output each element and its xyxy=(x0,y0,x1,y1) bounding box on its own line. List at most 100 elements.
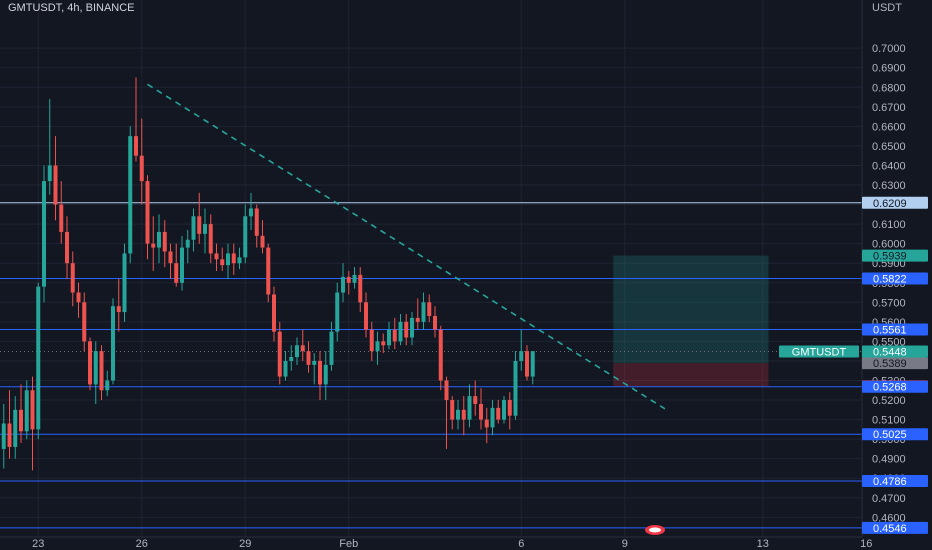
candle-body xyxy=(197,216,202,234)
candle-body xyxy=(231,253,236,264)
candle-body xyxy=(479,403,483,420)
candle-body xyxy=(450,400,455,420)
last-price-label-background xyxy=(862,345,928,358)
candle-body xyxy=(70,263,75,293)
time-tick-label: Feb xyxy=(339,538,358,550)
candle-body xyxy=(13,409,18,447)
event-marker-icon-inner xyxy=(649,527,661,533)
level-price-label-background xyxy=(862,380,928,393)
candle-body xyxy=(151,243,156,248)
last-price-symbol: GMTUSDT xyxy=(792,347,847,359)
candle-body xyxy=(105,380,110,391)
candle-body xyxy=(427,302,432,316)
price-tick-label: 0.6700 xyxy=(872,102,906,114)
last-price-label: 0.5448 xyxy=(873,347,907,359)
candle-body xyxy=(145,181,150,244)
candle-body xyxy=(243,216,248,258)
price-tick-label: 0.5700 xyxy=(872,297,906,309)
level-price-label: 0.4786 xyxy=(873,476,907,488)
candle-body xyxy=(421,302,426,322)
price-tick-label: 0.6900 xyxy=(872,63,906,75)
price-tick-label: 0.7000 xyxy=(872,43,906,55)
level-price-label: 0.4546 xyxy=(873,523,907,535)
level-price-label: 0.6209 xyxy=(873,198,907,210)
candle-body xyxy=(59,204,64,232)
price-tick-label: 0.6500 xyxy=(872,141,906,153)
candle-body xyxy=(283,360,288,377)
candle-body xyxy=(7,423,12,447)
candle-body xyxy=(122,253,127,313)
price-tick-label: 0.5200 xyxy=(872,395,906,407)
level-price-label-background xyxy=(862,323,928,336)
candle-body xyxy=(323,364,328,385)
price-axis-unit: USDT xyxy=(872,2,902,14)
candle-body xyxy=(473,396,478,404)
candle-body xyxy=(174,263,179,283)
candle-body xyxy=(306,351,311,365)
candle-body xyxy=(42,181,46,287)
price-tick-label: 0.4700 xyxy=(872,493,906,505)
level-price-label: 0.5561 xyxy=(873,324,907,336)
candle-body xyxy=(392,329,397,342)
trendline xyxy=(147,83,666,410)
candle-body xyxy=(346,276,351,283)
candle-body xyxy=(19,409,23,432)
time-tick-label: 9 xyxy=(622,538,628,550)
candle-body xyxy=(312,360,317,365)
candle-body xyxy=(134,136,138,156)
candle-body xyxy=(82,302,87,342)
price-tick-label: 0.6300 xyxy=(872,180,906,192)
position-profit-zone xyxy=(613,255,769,364)
candle-body xyxy=(461,409,466,420)
level-price-label-background xyxy=(862,196,928,209)
time-tick-label: 13 xyxy=(757,538,769,550)
candle-body xyxy=(335,292,340,332)
candle-body xyxy=(502,400,506,420)
candle-body xyxy=(410,317,414,338)
candle-body xyxy=(99,351,104,391)
candle-body xyxy=(53,165,58,205)
price-label: 0.5939 xyxy=(873,251,907,263)
chart-title: GMTUSDT, 4h, BINANCE xyxy=(8,2,135,14)
candle-body xyxy=(341,276,345,293)
level-price-label: 0.5025 xyxy=(873,429,907,441)
candle-body xyxy=(260,235,265,248)
candle-body xyxy=(180,247,184,283)
candle-body xyxy=(289,357,294,361)
candle-body xyxy=(272,294,276,332)
candle-body xyxy=(369,329,374,352)
candle-body xyxy=(387,329,391,346)
level-price-label-background xyxy=(862,474,928,487)
candle-body xyxy=(76,292,81,303)
candle-body xyxy=(352,274,357,283)
candle-body xyxy=(191,216,196,240)
candle-body xyxy=(36,286,41,430)
time-tick-label: 26 xyxy=(136,538,148,550)
candle-body xyxy=(329,331,334,365)
time-tick-label: 29 xyxy=(239,538,251,550)
position-loss-zone xyxy=(613,363,769,387)
candle-body xyxy=(185,239,190,248)
candle-body xyxy=(358,274,363,303)
candle-body xyxy=(490,407,495,428)
candle-body xyxy=(30,390,35,430)
candle-body xyxy=(93,351,98,385)
price-tick-label: 0.6000 xyxy=(872,239,906,251)
candle-body xyxy=(249,208,253,217)
candle-body xyxy=(438,329,443,381)
price-label: 0.5389 xyxy=(873,358,907,370)
candle-body xyxy=(364,302,368,330)
candle-body xyxy=(162,231,167,252)
price-tick-label: 0.6400 xyxy=(872,160,906,172)
candle-body xyxy=(433,315,437,330)
candle-body xyxy=(168,251,173,264)
candle-body xyxy=(128,136,133,254)
candle-body xyxy=(456,409,460,420)
candle-body xyxy=(214,253,219,260)
price-tick-label: 0.4900 xyxy=(872,454,906,466)
level-price-label-background xyxy=(862,272,928,285)
candle-body xyxy=(47,165,52,182)
candle-body xyxy=(525,351,529,377)
